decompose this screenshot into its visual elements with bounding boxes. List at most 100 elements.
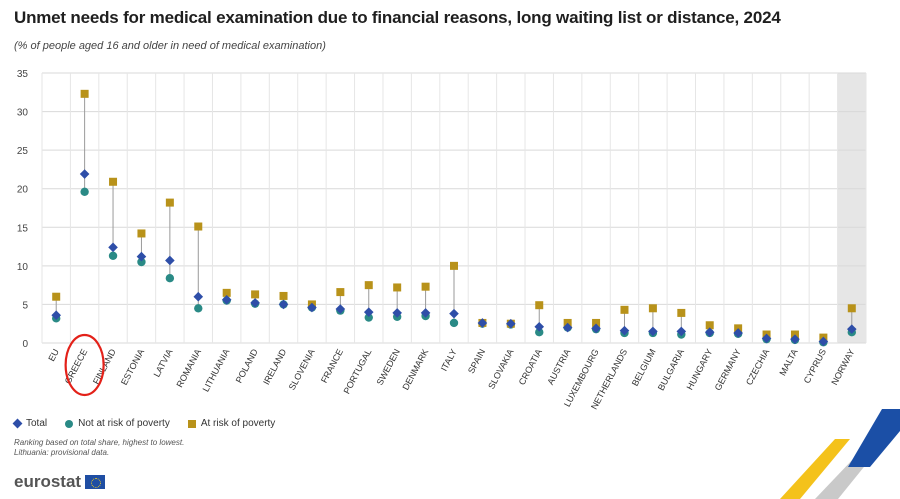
point-not-risk (449, 318, 459, 328)
y-tick-label: 0 (22, 339, 28, 350)
x-tick-label: CZECHIA (744, 347, 771, 387)
y-tick-label: 20 (17, 185, 29, 196)
note-ranking: Ranking based on total share, highest to… (14, 438, 185, 447)
point-not-risk (165, 274, 175, 283)
point-total (136, 251, 147, 262)
point-total (648, 326, 658, 337)
x-tick-label: BULGARIA (656, 347, 686, 392)
deco-yellow-stripe (780, 439, 850, 499)
point-total (790, 334, 800, 344)
diamond-icon (12, 418, 23, 429)
point-at-risk (450, 261, 458, 270)
point-not-risk (80, 187, 89, 196)
point-total (420, 308, 431, 318)
point-not-risk (108, 251, 118, 261)
circle-icon (65, 419, 74, 428)
point-total (562, 322, 573, 333)
point-total (335, 304, 346, 314)
point-total (108, 242, 118, 253)
deco-grey-stripe (815, 457, 872, 499)
x-tick-label: LATVIA (152, 347, 175, 379)
point-total (307, 302, 317, 313)
point-at-risk (222, 288, 231, 297)
x-tick-label: IRELAND (261, 347, 288, 387)
x-tick-label: BELGIUM (630, 347, 658, 387)
legend-label-not-risk: Not at risk of poverty (78, 418, 170, 429)
y-tick-label: 25 (17, 146, 29, 157)
y-tick-label: 30 (17, 108, 29, 119)
legend: Total Not at risk of poverty At risk of … (12, 418, 276, 429)
point-not-risk (194, 304, 203, 313)
x-tick-label: HUNGARY (685, 347, 715, 391)
point-total (363, 307, 374, 317)
legend-label-total: Total (26, 418, 48, 429)
x-tick-label: EU (46, 347, 61, 363)
legend-label-at-risk: At risk of poverty (200, 418, 276, 429)
chart-title: Unmet needs for medical examination due … (14, 8, 781, 27)
point-total (591, 323, 601, 334)
point-at-risk (648, 304, 657, 313)
square-icon (187, 419, 196, 428)
point-total (733, 328, 743, 338)
point-total (506, 318, 516, 329)
point-at-risk (279, 291, 288, 300)
point-not-risk (535, 328, 544, 337)
chart-subtitle: (% of people aged 16 and older in need o… (14, 40, 326, 52)
point-total (477, 318, 488, 328)
x-tick-label: GERMANY (713, 347, 743, 392)
point-at-risk (677, 308, 686, 317)
point-at-risk (592, 318, 601, 327)
point-at-risk (393, 283, 402, 292)
eurostat-logo: eurostat (14, 472, 106, 492)
point-total (761, 333, 772, 344)
x-tick-label: LITHUANIA (201, 347, 232, 393)
point-total (250, 298, 260, 308)
x-tick-label: NORWAY (829, 347, 856, 386)
point-at-risk (194, 222, 203, 231)
y-tick-label: 15 (17, 223, 29, 234)
logo-text: eurostat (14, 472, 82, 491)
point-at-risk (421, 282, 430, 291)
point-at-risk (336, 288, 345, 297)
x-tick-label: CROATIA (517, 347, 544, 386)
x-tick-label: ITALY (439, 347, 459, 373)
point-total (79, 169, 90, 179)
point-total (676, 326, 687, 337)
x-tick-label: AUSTRIA (545, 347, 572, 386)
deco-blue-stripe (848, 409, 900, 467)
point-total (392, 308, 402, 318)
point-at-risk (137, 229, 146, 238)
point-total (534, 322, 545, 332)
point-at-risk (847, 304, 856, 313)
point-total (193, 291, 204, 302)
x-tick-label: SWEDEN (375, 347, 402, 387)
y-tick-label: 10 (17, 262, 29, 273)
x-tick-label: CYPRUS (802, 347, 828, 385)
point-at-risk (620, 305, 629, 314)
point-at-risk (165, 198, 174, 207)
x-tick-label: SLOVENIA (287, 347, 317, 391)
legend-item-total: Total (12, 418, 48, 429)
corner-decoration (780, 409, 900, 499)
eu-flag-icon (85, 475, 106, 489)
x-tick-label: PORTUGAL (342, 347, 374, 395)
point-total (221, 295, 232, 305)
point-total (846, 324, 857, 334)
x-tick-label: DENMARK (400, 347, 430, 391)
point-total (278, 299, 289, 310)
highlight-band (837, 73, 866, 343)
point-total (51, 310, 62, 321)
point-total (165, 255, 175, 266)
x-tick-label: ROMANIA (174, 347, 203, 389)
point-at-risk (52, 292, 61, 301)
x-tick-label: FRANCE (319, 347, 345, 384)
x-tick-label: POLAND (234, 347, 260, 385)
point-at-risk (109, 177, 118, 186)
y-tick-label: 5 (22, 300, 28, 311)
x-tick-label: SPAIN (466, 347, 487, 375)
point-not-risk (137, 257, 146, 267)
point-total (818, 336, 829, 347)
point-total (704, 327, 715, 337)
legend-item-not-risk: Not at risk of poverty (65, 418, 170, 429)
